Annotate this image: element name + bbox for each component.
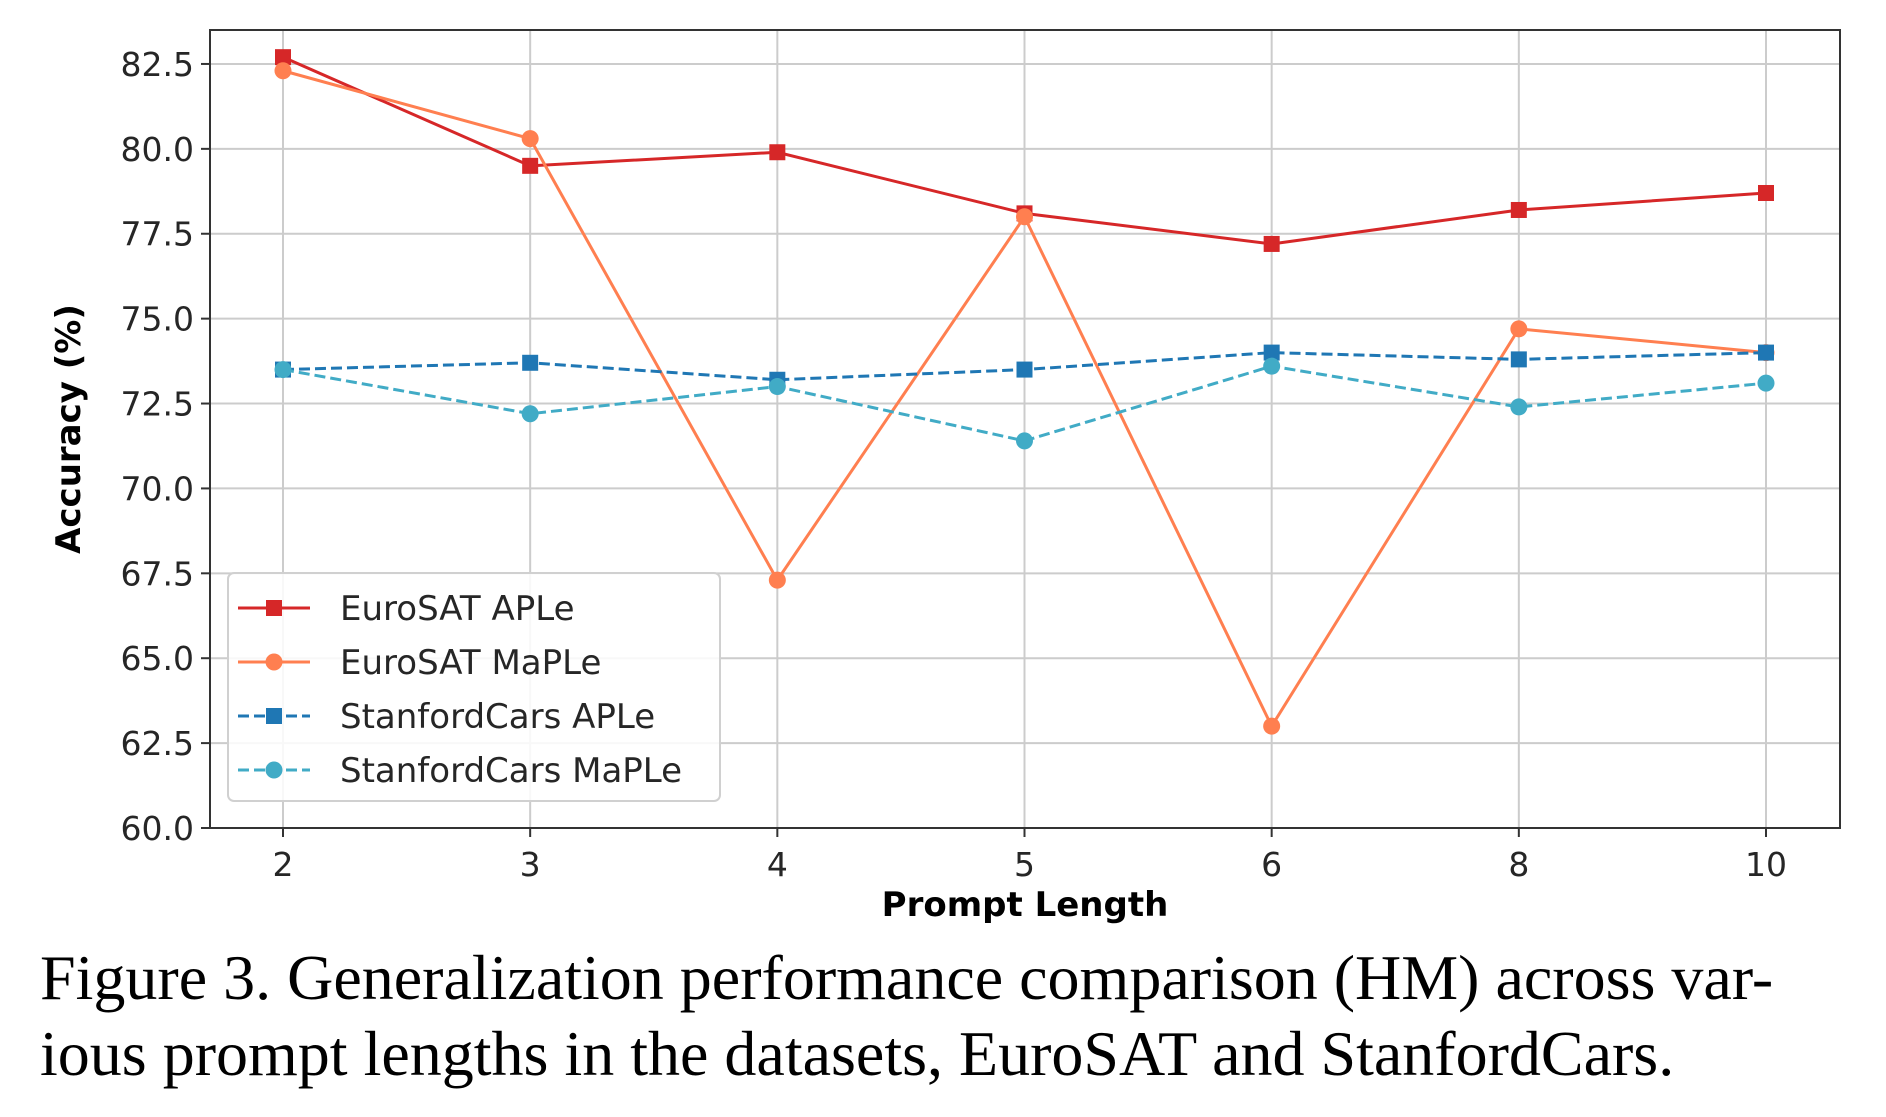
x-axis-title: Prompt Length <box>882 885 1169 925</box>
caption-line-1: Figure 3. Generalization performance com… <box>40 942 1774 1013</box>
legend-marker <box>266 600 282 616</box>
legend-label: StanfordCars APLe <box>340 697 655 737</box>
series-group <box>274 49 1775 735</box>
legend-item: EuroSAT MaPLe <box>238 643 601 683</box>
data-point <box>521 130 539 148</box>
caption-line-2: ious prompt lengths in the datasets, Eur… <box>40 1018 1675 1089</box>
data-point <box>522 157 539 174</box>
data-point <box>522 354 539 371</box>
data-point <box>1263 344 1280 361</box>
data-point <box>1758 344 1774 361</box>
legend-label: EuroSAT APLe <box>340 589 575 629</box>
data-point <box>275 49 291 66</box>
legend: EuroSAT APLe EuroSAT MaPLe StanfordCars AP… <box>227 572 721 802</box>
legend-box <box>227 572 721 802</box>
y-tick-label: 82.5 <box>121 45 194 84</box>
data-point <box>1757 374 1775 392</box>
data-point <box>1510 398 1528 416</box>
data-point <box>1263 717 1281 735</box>
data-point <box>521 405 539 423</box>
legend-marker <box>265 761 283 779</box>
legend-item: StanfordCars APLe <box>238 697 655 737</box>
figure-caption: Figure 3. Generalization performance com… <box>40 940 1850 1092</box>
y-tick-label: 65.0 <box>121 639 194 678</box>
y-tick-label: 70.0 <box>121 469 194 508</box>
data-point <box>1510 201 1527 218</box>
x-tick-label: 5 <box>1014 845 1035 884</box>
legend-item: StanfordCars MaPLe <box>238 751 682 791</box>
x-tick-label: 4 <box>767 845 788 884</box>
data-point <box>1016 208 1033 226</box>
data-point <box>1510 351 1527 368</box>
data-point <box>274 62 292 80</box>
x-tick-label: 3 <box>520 845 541 884</box>
legend-label: StanfordCars MaPLe <box>340 751 682 791</box>
y-tick-label: 72.5 <box>121 385 194 424</box>
y-tick-label: 75.0 <box>121 300 194 339</box>
legend-marker <box>266 708 282 724</box>
y-axis-title: Accuracy (%) <box>49 304 89 554</box>
series-stanfordcars-maple <box>274 357 1775 450</box>
x-tick-label: 8 <box>1508 845 1529 884</box>
data-point <box>1263 357 1281 375</box>
y-tick-label: 62.5 <box>121 724 194 763</box>
legend-marker <box>265 653 283 671</box>
x-tick-label: 10 <box>1745 845 1787 884</box>
x-tick-label: 6 <box>1261 845 1282 884</box>
x-axis-ticks: 2 3 4 5 6 8 10 <box>273 828 1787 884</box>
y-tick-label: 60.0 <box>121 809 194 848</box>
data-point <box>1016 361 1033 378</box>
y-tick-label: 80.0 <box>121 130 194 169</box>
data-point <box>1510 320 1528 338</box>
data-point <box>1016 432 1033 450</box>
legend-label: EuroSAT MaPLe <box>340 643 601 683</box>
data-point <box>1758 184 1774 201</box>
legend-item: EuroSAT APLe <box>238 589 575 629</box>
data-point <box>769 144 786 161</box>
data-point <box>274 361 292 379</box>
series-stanfordcars-aple <box>275 344 1774 388</box>
y-tick-label: 77.5 <box>121 215 194 254</box>
data-point <box>1263 235 1280 252</box>
y-axis-ticks: 60.0 62.5 65.0 67.5 70.0 72.5 75.0 77.5 80.0 82.5 <box>121 45 210 848</box>
x-tick-label: 2 <box>273 845 294 884</box>
line-chart: 60.0 62.5 65.0 67.5 70.0 72.5 75.0 77.5 80.0 82.5… <box>49 29 1841 925</box>
y-tick-label: 67.5 <box>121 554 194 593</box>
data-point <box>768 378 786 396</box>
data-point <box>768 571 786 589</box>
